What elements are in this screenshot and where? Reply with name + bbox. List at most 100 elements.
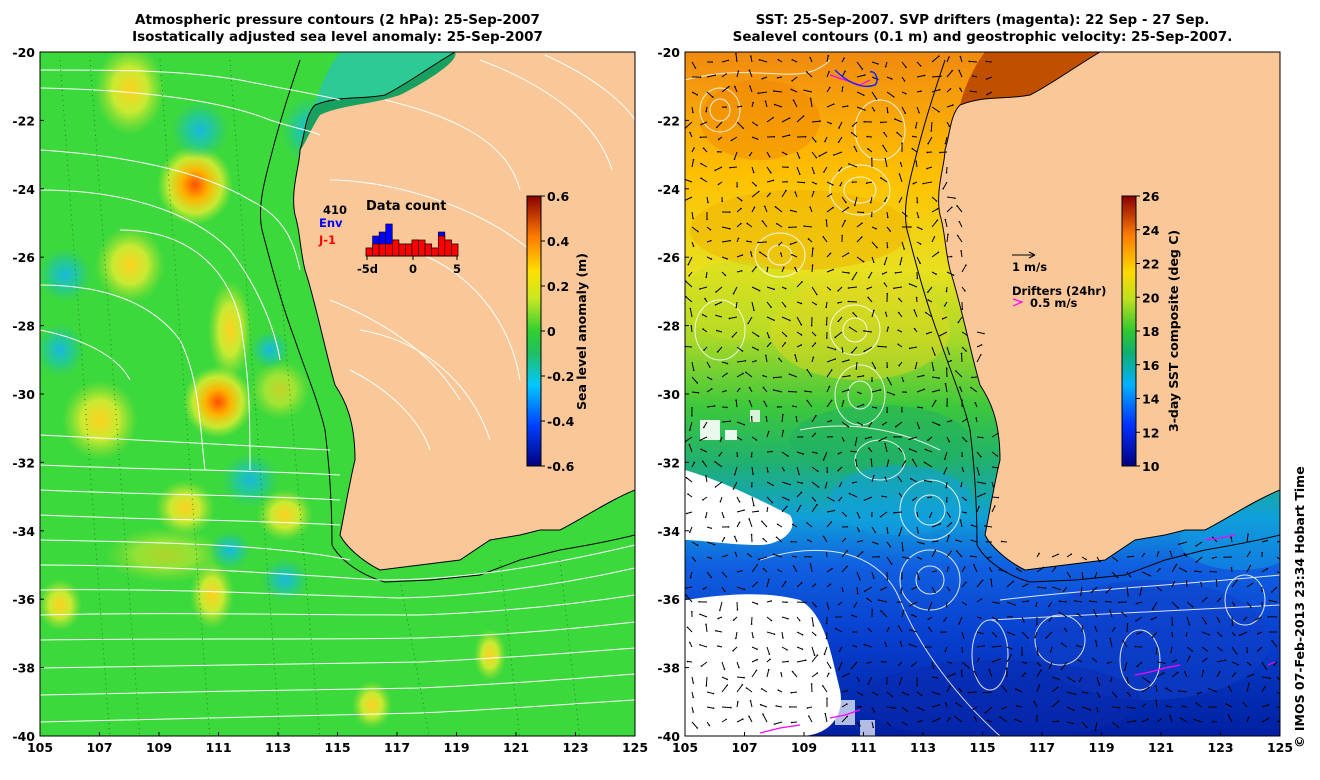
velocity-arrow-head [955,539,957,541]
velocity-arrow-head [738,500,741,503]
velocity-arrow-head [856,592,859,595]
y-tick-label: -20 [657,45,680,60]
velocity-arrow [976,631,984,635]
velocity-arrow [1156,586,1162,591]
velocity-arrow [796,181,805,184]
velocity-arrow [732,481,738,490]
velocity-arrow-head [1038,552,1040,555]
velocity-arrow [838,121,843,129]
velocity-arrow-head [1139,593,1141,596]
velocity-arrow-head [1177,671,1179,674]
velocity-arrow-head [1209,570,1212,573]
velocity-arrow [1094,626,1098,633]
velocity-arrow [824,136,828,142]
velocity-arrow [751,466,754,475]
left-title-line2: Isostatically adjusted sea level anomaly… [132,29,543,45]
velocity-arrow-head [833,509,836,512]
velocity-arrow [826,253,831,258]
velocity-arrow [1186,656,1191,663]
velocity-arrow-head [843,57,845,60]
velocity-arrow-head [1057,553,1059,556]
velocity-arrow [751,331,759,337]
velocity-arrow-head [915,296,918,299]
velocity-arrow [734,86,738,93]
velocity-arrow-head [834,348,837,351]
velocity-arrow [685,196,693,201]
velocity-arrow [705,271,708,278]
velocity-arrow [824,481,828,488]
velocity-arrow-head [772,484,774,487]
velocity-arrow-head [932,667,935,670]
velocity-arrow [1156,661,1165,664]
sst-colorbar-ramp [1121,195,1137,467]
velocity-arrow [796,331,802,336]
velocity-arrow-head [848,163,850,165]
velocity-arrow-head [710,378,713,381]
velocity-arrow-head [924,311,927,314]
velocity-arrow [1077,613,1083,618]
velocity-arrow-head [853,204,856,207]
velocity-arrow-head [773,135,776,138]
right-map-title: SST: 25-Sep-2007. SVP drifters (magenta)… [685,12,1280,46]
velocity-arrow-head [723,668,726,671]
velocity-arrow-head [790,721,793,724]
velocity-arrow [691,159,695,168]
velocity-arrow-head [939,88,941,91]
velocity-arrow-head [909,477,912,480]
velocity-arrow-head [800,491,803,494]
velocity-arrow [736,586,745,590]
velocity-arrow-head [866,597,869,600]
velocity-arrow-head [944,382,947,385]
velocity-arrow [823,536,828,543]
colorbar-tick-label: 0.4 [547,234,569,249]
velocity-arrow [763,568,768,573]
velocity-arrow [900,586,903,593]
velocity-arrow-head [815,415,817,417]
velocity-arrow [706,706,714,709]
velocity-arrow [751,301,755,311]
velocity-arrow [855,361,858,370]
velocity-arrow-head [1160,589,1162,592]
velocity-arrow-head [823,171,825,173]
velocity-arrow [699,436,708,441]
velocity-arrow-head [964,290,966,292]
velocity-arrow-head [758,58,761,61]
velocity-arrow [796,582,803,588]
velocity-arrow-head [1191,650,1194,652]
velocity-arrow-head [1237,663,1240,666]
velocity-arrow-head [862,211,865,214]
velocity-arrow-head [1230,566,1233,569]
velocity-arrow [931,550,936,558]
velocity-arrow-head [861,539,863,542]
velocity-arrow [1081,721,1088,728]
velocity-arrow [851,661,858,669]
velocity-arrow [1111,691,1117,697]
velocity-arrow [1111,721,1119,728]
velocity-arrow [1050,646,1053,653]
velocity-arrow [946,271,954,276]
velocity-arrow [991,496,999,499]
velocity-arrow [706,388,713,393]
velocity-arrow [702,460,708,468]
velocity-arrow [841,252,849,258]
velocity-arrow-head [1223,556,1225,559]
velocity-arrow-head [749,251,752,253]
velocity-arrow-head [871,608,874,611]
velocity-arrow [928,601,933,611]
velocity-arrow-head [877,63,879,65]
velocity-arrow-head [1169,714,1171,717]
velocity-arrow [701,661,708,667]
velocity-arrow [986,76,993,80]
velocity-arrow [1111,706,1120,709]
velocity-arrow [745,371,753,378]
velocity-arrow-head [1181,705,1184,708]
velocity-arrow [748,518,753,528]
velocity-arrow-head [850,450,852,453]
velocity-arrow-head [928,626,930,629]
velocity-arrow-head [1015,705,1018,707]
velocity-arrow [1152,601,1158,610]
velocity-arrow-head [962,637,965,639]
velocity-arrow [700,177,708,183]
velocity-arrow-head [1014,604,1016,606]
velocity-arrow-head [813,654,816,656]
